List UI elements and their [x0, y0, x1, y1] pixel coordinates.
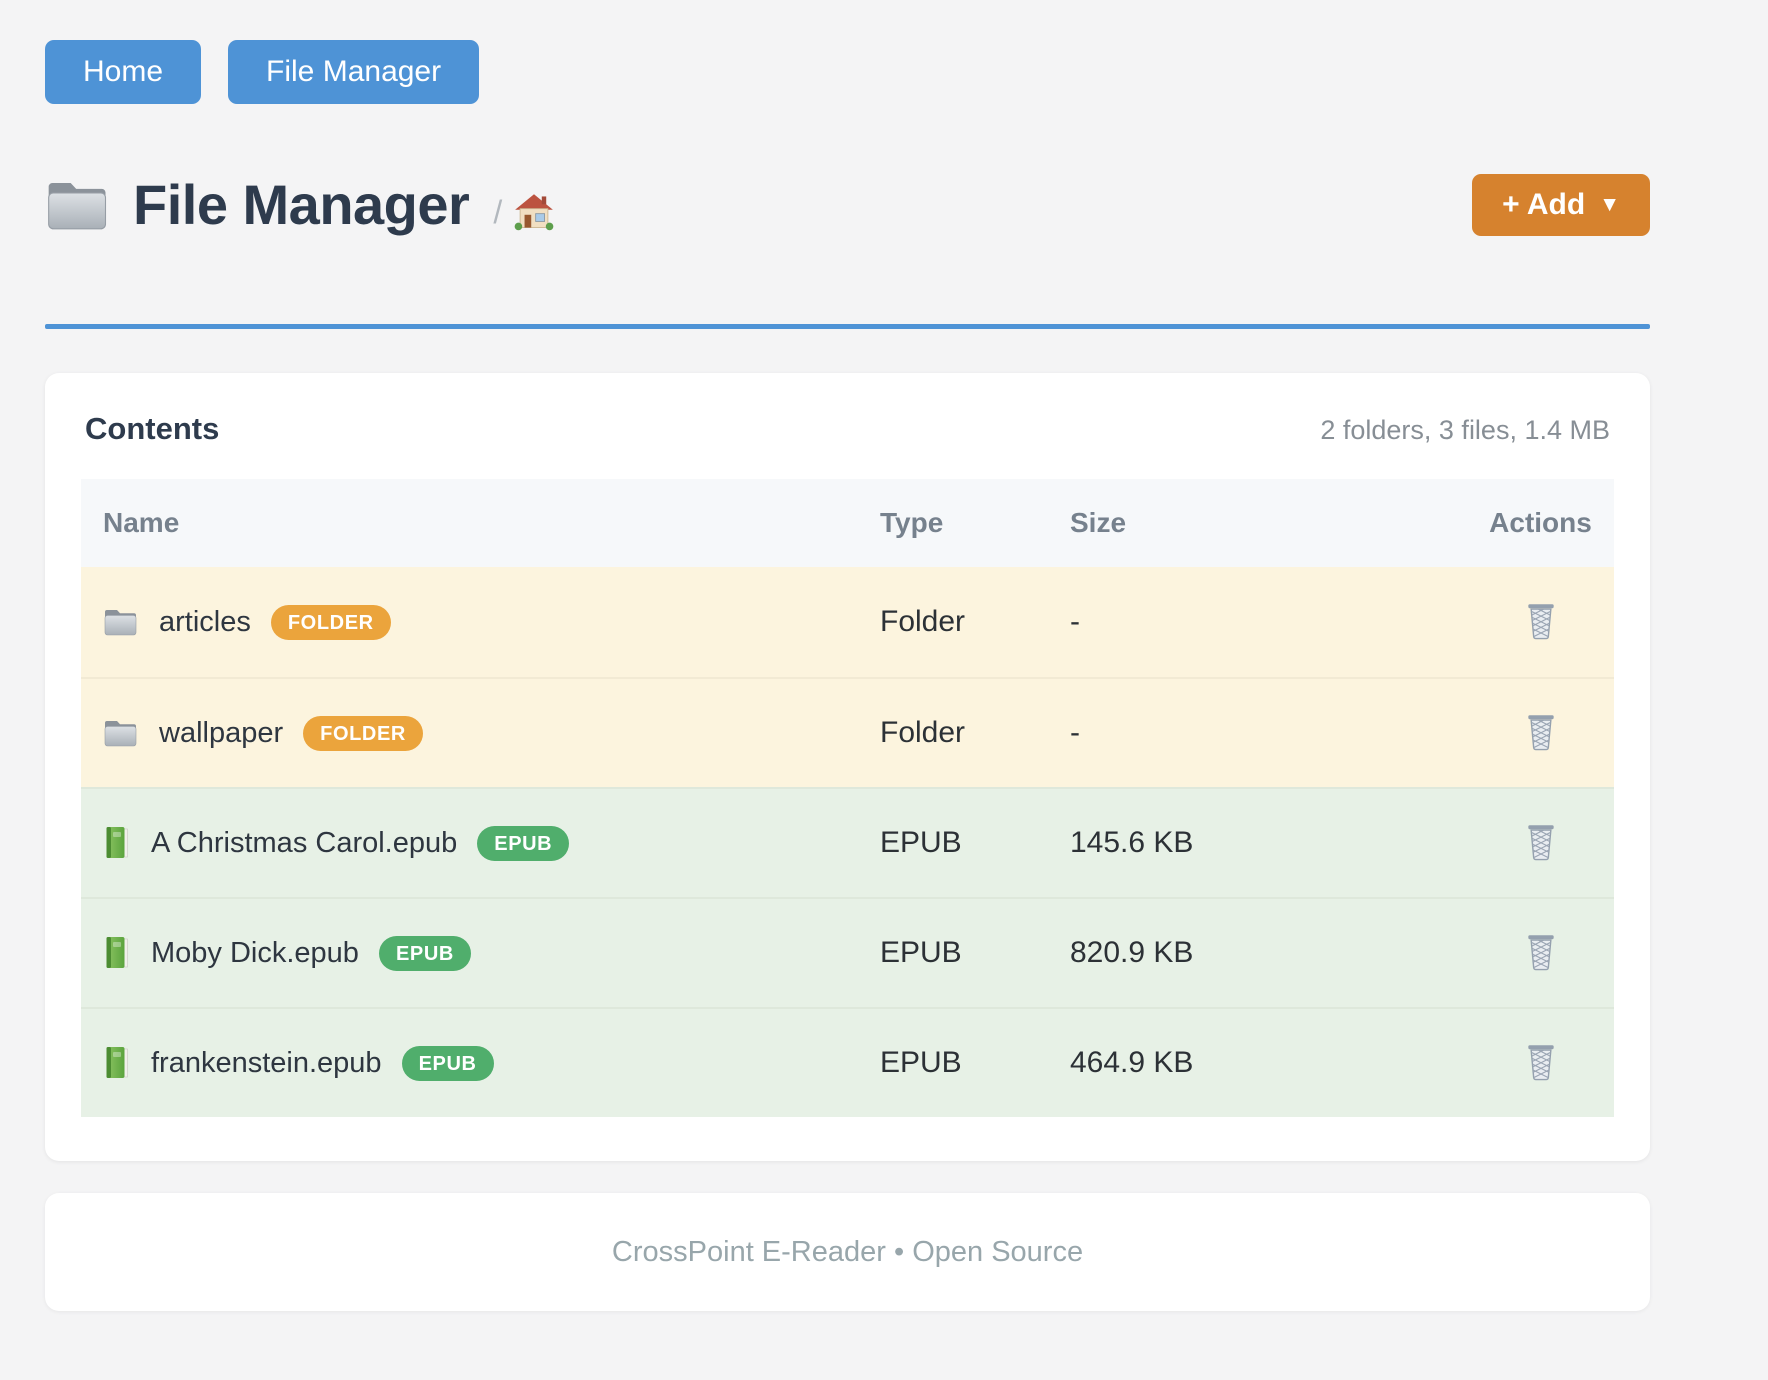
contents-card: Contents 2 folders, 3 files, 1.4 MB Name… — [45, 373, 1650, 1161]
delete-button[interactable] — [1520, 819, 1562, 868]
file-name: A Christmas Carol.epub — [151, 826, 458, 859]
file-table: Name Type Size Actions — [81, 479, 1614, 1117]
title-divider — [45, 324, 1650, 329]
table-row: Moby Dick.epub EPUB EPUB 820.9 KB — [81, 897, 1614, 1007]
page-title: File Manager — [133, 173, 470, 236]
breadcrumb: / — [493, 193, 554, 231]
type-cell: EPUB — [880, 936, 962, 969]
type-badge: FOLDER — [303, 715, 423, 751]
table-row: A Christmas Carol.epub EPUB EPUB 145.6 K… — [81, 787, 1614, 897]
book-icon — [103, 825, 131, 861]
actions-cell — [1467, 819, 1614, 868]
home-button[interactable]: Home — [45, 40, 202, 104]
actions-cell — [1467, 709, 1614, 758]
footer-text: CrossPoint E-Reader • Open Source — [611, 1235, 1084, 1268]
table-row: wallpaper FOLDER Folder - — [81, 677, 1614, 787]
caret-down-icon: ▼ — [1599, 193, 1620, 216]
type-badge: EPUB — [378, 935, 471, 971]
folder-icon — [103, 607, 139, 637]
breadcrumb-separator: / — [493, 193, 503, 230]
column-header-type: Type — [880, 507, 944, 538]
page: Home File Manager File Manager / + Add ▼ — [45, 0, 1650, 1311]
book-icon — [103, 935, 131, 971]
page-header: File Manager / + Add ▼ — [45, 172, 1650, 238]
top-nav: Home File Manager — [45, 0, 1650, 104]
type-cell: EPUB — [880, 1046, 962, 1079]
name-cell: frankenstein.epub EPUB — [81, 1045, 858, 1081]
size-cell: 145.6 KB — [1070, 826, 1194, 859]
name-cell: A Christmas Carol.epub EPUB — [81, 825, 858, 861]
folder-icon — [103, 718, 139, 748]
add-button-label: + Add — [1502, 188, 1586, 221]
file-name: wallpaper — [159, 716, 284, 749]
size-cell: - — [1070, 605, 1080, 638]
type-cell: Folder — [880, 605, 966, 638]
trash-icon — [1524, 823, 1558, 864]
delete-button[interactable] — [1520, 709, 1562, 758]
file-name: articles — [159, 605, 251, 638]
column-header-size: Size — [1070, 507, 1127, 538]
trash-icon — [1524, 602, 1558, 643]
actions-cell — [1467, 929, 1614, 978]
delete-button[interactable] — [1520, 598, 1562, 647]
table-header-row: Name Type Size Actions — [81, 479, 1614, 567]
name-cell: wallpaper FOLDER — [81, 715, 858, 751]
trash-icon — [1524, 713, 1558, 754]
footer: CrossPoint E-Reader • Open Source — [45, 1193, 1650, 1311]
delete-button[interactable] — [1520, 929, 1562, 978]
table-row: articles FOLDER Folder - — [81, 567, 1614, 677]
type-badge: EPUB — [477, 825, 570, 861]
home-icon[interactable] — [514, 193, 554, 231]
actions-cell — [1467, 1039, 1614, 1088]
file-name: Moby Dick.epub — [151, 936, 359, 969]
folder-icon — [48, 183, 107, 230]
name-cell: articles FOLDER — [81, 604, 858, 640]
type-cell: EPUB — [880, 826, 962, 859]
type-badge: EPUB — [401, 1045, 494, 1081]
column-header-name: Name — [103, 507, 180, 538]
name-cell: Moby Dick.epub EPUB — [81, 935, 858, 971]
contents-header: Contents 2 folders, 3 files, 1.4 MB — [81, 411, 1614, 447]
size-cell: 820.9 KB — [1070, 936, 1194, 969]
type-cell: Folder — [880, 716, 966, 749]
size-cell: - — [1070, 716, 1080, 749]
trash-icon — [1524, 1043, 1558, 1084]
file-name: frankenstein.epub — [151, 1046, 382, 1079]
table-body: articles FOLDER Folder - — [81, 567, 1614, 1117]
trash-icon — [1524, 933, 1558, 974]
actions-cell — [1467, 598, 1614, 647]
type-badge: FOLDER — [270, 604, 391, 640]
book-icon — [103, 1045, 131, 1081]
table-row: frankenstein.epub EPUB EPUB 464.9 KB — [81, 1007, 1614, 1117]
add-button[interactable]: + Add ▼ — [1472, 174, 1650, 236]
contents-summary: 2 folders, 3 files, 1.4 MB — [1320, 415, 1610, 445]
size-cell: 464.9 KB — [1070, 1046, 1194, 1079]
file-manager-button[interactable]: File Manager — [228, 40, 480, 104]
column-header-actions: Actions — [1489, 507, 1592, 538]
contents-title: Contents — [85, 411, 220, 446]
delete-button[interactable] — [1520, 1039, 1562, 1088]
